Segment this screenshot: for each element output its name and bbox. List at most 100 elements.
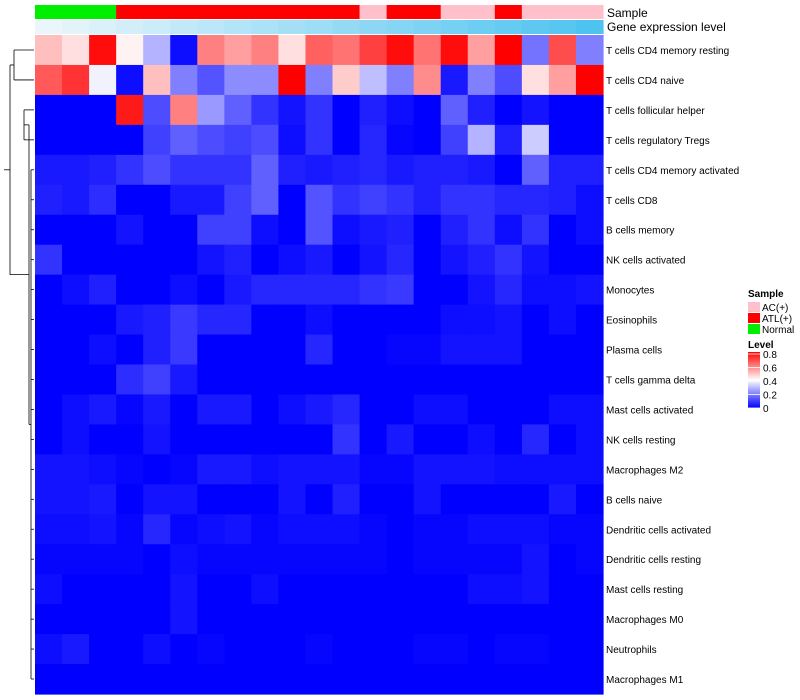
heatmap-cell — [494, 124, 523, 156]
heatmap-cell — [197, 574, 225, 605]
heatmap-cell — [494, 424, 523, 455]
heatmap-cell — [413, 274, 442, 306]
heatmap-cell — [386, 304, 415, 336]
heatmap-cell — [116, 454, 144, 485]
heatmap-cell — [386, 634, 415, 665]
heatmap-cell — [116, 334, 144, 366]
heatmap-cell — [116, 664, 144, 695]
heatmap-cell — [521, 124, 550, 156]
row-label: Eosinophils — [606, 316, 657, 327]
heatmap-cell — [251, 154, 280, 186]
heatmap-cell — [521, 574, 550, 605]
row-label: T cells CD4 memory activated — [606, 166, 739, 177]
heatmap-cell — [359, 364, 388, 396]
heatmap-cell — [305, 454, 334, 485]
heatmap-cell — [143, 454, 171, 485]
heatmap-cell — [197, 124, 225, 156]
heatmap-cell — [305, 184, 334, 216]
heatmap-cell — [278, 35, 307, 66]
heatmap-cell — [440, 604, 469, 635]
heatmap-cell — [521, 64, 550, 96]
heatmap-cell — [575, 184, 604, 216]
heatmap-cell — [35, 35, 63, 66]
expression-annotation-cell — [494, 20, 523, 34]
heatmap-cell — [251, 35, 280, 66]
heatmap-cell — [440, 574, 469, 605]
heatmap-cell — [251, 514, 280, 545]
sample-annotation-cell — [197, 5, 225, 19]
heatmap-cell — [224, 634, 252, 665]
heatmap-cell — [467, 274, 496, 306]
expression-annotation-cell — [332, 20, 361, 34]
sample-annotation-cell — [251, 5, 280, 19]
heatmap-cell — [62, 154, 90, 186]
heatmap-cell — [521, 364, 550, 396]
heatmap-cell — [548, 334, 577, 366]
row-label: Macrophages M2 — [606, 465, 684, 476]
heatmap-cell — [278, 184, 307, 216]
heatmap-cell — [143, 35, 171, 66]
heatmap-cell — [521, 454, 550, 485]
heatmap-cell — [278, 574, 307, 605]
heatmap-cell — [116, 604, 144, 635]
heatmap-cell — [170, 634, 198, 665]
heatmap-cell — [413, 364, 442, 396]
heatmap-cell — [548, 544, 577, 575]
row-label: T cells CD4 naive — [606, 76, 685, 87]
sample-annotation-cell — [575, 5, 604, 19]
row-label: NK cells resting — [606, 435, 675, 446]
heatmap-cell — [332, 484, 361, 515]
heatmap-cell — [62, 184, 90, 216]
heatmap-cell — [197, 604, 225, 635]
heatmap-cell — [332, 544, 361, 575]
heatmap-cell — [197, 394, 225, 425]
heatmap-cell — [440, 634, 469, 665]
heatmap-cell — [89, 124, 117, 156]
expression-annotation-cell — [62, 20, 90, 34]
heatmap-cell — [359, 334, 388, 366]
heatmap-cell — [251, 214, 280, 246]
heatmap-cell — [62, 394, 90, 425]
heatmap-cell — [575, 35, 604, 66]
expression-annotation-cell — [170, 20, 198, 34]
heatmap-cell — [359, 664, 388, 695]
heatmap-cell — [143, 94, 171, 126]
heatmap-cell — [332, 634, 361, 665]
heatmap-cell — [413, 484, 442, 515]
heatmap-cell — [413, 634, 442, 665]
row-label: Mast cells resting — [606, 585, 683, 596]
heatmap-cell — [413, 514, 442, 545]
row-label: T cells CD4 memory resting — [606, 46, 729, 57]
heatmap-cell — [494, 604, 523, 635]
sample-annotation-cell — [224, 5, 252, 19]
heatmap-cell — [170, 35, 198, 66]
heatmap-cell — [62, 364, 90, 396]
heatmap-cell — [143, 544, 171, 575]
heatmap-cell — [494, 184, 523, 216]
level-tick-label: 0 — [763, 404, 769, 415]
heatmap-cell — [386, 64, 415, 96]
heatmap-cell — [170, 244, 198, 276]
heatmap-cell — [386, 544, 415, 575]
heatmap-cell — [170, 274, 198, 306]
heatmap-cell — [278, 154, 307, 186]
level-tick-label: 0.2 — [763, 391, 777, 402]
heatmap-cell — [332, 334, 361, 366]
heatmap-cell — [332, 604, 361, 635]
heatmap-cell — [305, 364, 334, 396]
heatmap-cell — [62, 574, 90, 605]
heatmap-cell — [305, 154, 334, 186]
heatmap-cell — [116, 154, 144, 186]
heatmap-cell — [278, 664, 307, 695]
heatmap-cell — [116, 574, 144, 605]
heatmap-cell — [575, 634, 604, 665]
heatmap-cell — [170, 154, 198, 186]
heatmap-cell — [89, 274, 117, 306]
heatmap-cell — [413, 454, 442, 485]
heatmap-cell — [197, 664, 225, 695]
heatmap-cell — [386, 184, 415, 216]
annotation-tracks — [35, 5, 604, 34]
heatmap-cell — [467, 664, 496, 695]
heatmap-cell — [143, 244, 171, 276]
